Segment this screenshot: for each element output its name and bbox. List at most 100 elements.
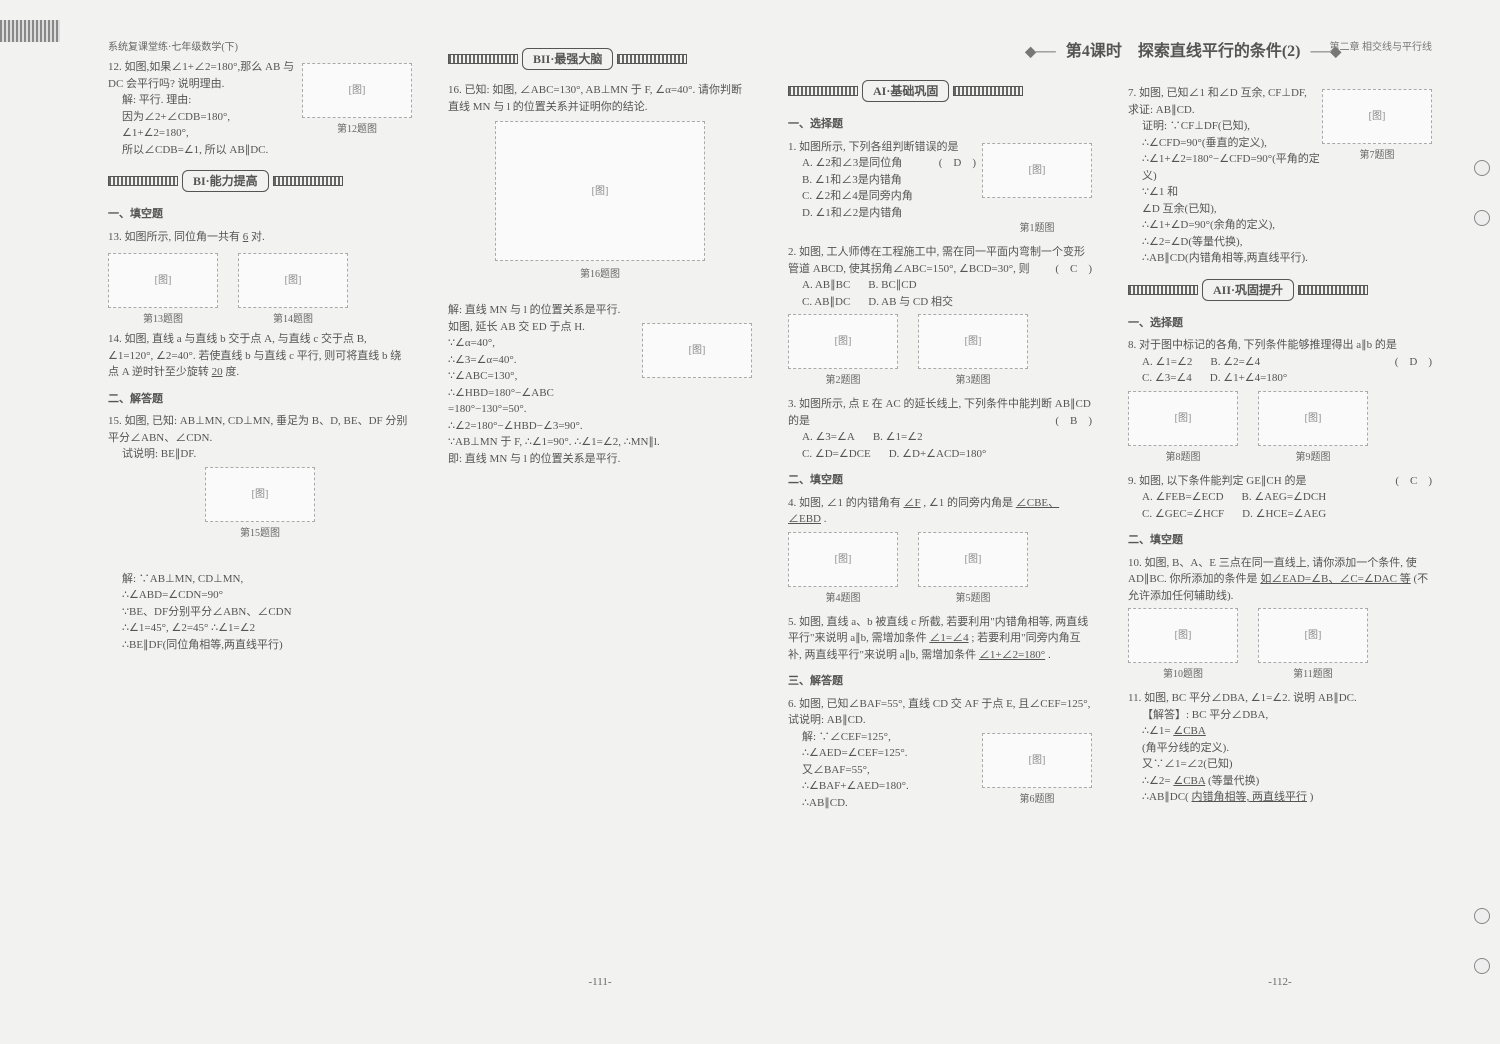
q8-opt-a: A. ∠1=∠2 xyxy=(1142,354,1192,371)
figure-caption: 第5题图 xyxy=(918,591,1028,606)
subheading-solve: 二、解答题 xyxy=(108,391,412,408)
left-page-col-2: BII·最强大脑 16. 已知: 如图, ∠ABC=130°, AB⊥MN 于 … xyxy=(440,40,760,990)
q8-opt-b: B. ∠2=∠4 xyxy=(1210,354,1260,371)
question-13: 13. 如图所示, 同位角一共有 6 对. xyxy=(108,229,412,246)
q9-paren: ( C ) xyxy=(1395,473,1432,490)
q5-blank1: ∠1=∠4 xyxy=(929,632,968,644)
question-14: 14. 如图, 直线 a 与直线 b 交于点 A, 与直线 c 交于点 B, ∠… xyxy=(108,331,412,381)
question-7: [图] 7. 如图, 已知∠1 和∠D 互余, CF⊥DF, 求证: AB∥CD… xyxy=(1128,85,1432,267)
hole-punch-mark xyxy=(1474,908,1490,924)
q3-paren: ( B ) xyxy=(1055,413,1092,430)
q10-blank: 如∠EAD=∠B、∠C=∠DAC 等 xyxy=(1260,573,1410,585)
figure-caption: 第12题图 xyxy=(302,122,412,137)
q11-blank1: ∠CBA xyxy=(1173,725,1205,737)
section-header-a1: AI·基础巩固 xyxy=(788,80,1092,102)
figure-caption: 第14题图 xyxy=(238,312,348,327)
subheading-choice: 一、选择题 xyxy=(788,116,1092,133)
q11-line6-pre: ∴AB∥DC( xyxy=(1142,791,1189,803)
header-ornament xyxy=(617,54,687,64)
q11-line3: (角平分线的定义). xyxy=(1128,740,1432,757)
header-ornament xyxy=(1128,285,1198,295)
figure-q1: [图] xyxy=(982,143,1092,198)
q8-stem: 8. 对于图中标记的各角, 下列条件能够推理得出 a∥b 的是 xyxy=(1128,339,1397,351)
section-header-b1: BI·能力提高 xyxy=(108,170,412,192)
q11-line4: 又∵∠1=∠2(已知) xyxy=(1128,756,1432,773)
subheading-choice: 一、选择题 xyxy=(1128,315,1432,332)
title-ornament-right: ──◆ xyxy=(1311,42,1342,63)
section-label-b2: BII·最强大脑 xyxy=(522,48,613,70)
question-10: 10. 如图, B、A、E 三点在同一直线上, 请你添加一个条件, 使 AD∥B… xyxy=(1128,555,1432,683)
figure-caption: 第15题图 xyxy=(108,526,412,541)
question-11: 11. 如图, BC 平分∠DBA, ∠1=∠2. 说明 AB∥DC. 【解答】… xyxy=(1128,690,1432,806)
q14-blank: 20 xyxy=(212,366,223,378)
header-ornament xyxy=(788,86,858,96)
q11-line1: 【解答】: BC 平分∠DBA, xyxy=(1128,707,1432,724)
question-12: [图] 12. 如图,如果∠1+∠2=180°,那么 AB 与 DC 会平行吗?… xyxy=(108,59,412,158)
q11-line5-post: (等量代换) xyxy=(1208,775,1259,787)
page-spread: 系统复课堂练·七年级数学(下) [图] 12. 如图,如果∠1+∠2=180°,… xyxy=(0,0,1500,1000)
q9-opt-a: A. ∠FEB=∠ECD xyxy=(1142,489,1224,506)
figure-caption: 第10题图 xyxy=(1128,667,1238,682)
q9-opt-b: B. ∠AEG=∠DCH xyxy=(1242,489,1327,506)
q1-opt-d: D. ∠1和∠2是内错角 xyxy=(788,205,1092,222)
figure-q8: [图] xyxy=(1128,391,1238,446)
lesson-title: ◆── 第4课时 探索直线平行的条件(2) ──◆ xyxy=(879,40,1487,64)
figure-q14: [图] xyxy=(238,253,348,308)
hole-punch-mark xyxy=(1474,958,1490,974)
q14-text: 14. 如图, 直线 a 与直线 b 交于点 A, 与直线 c 交于点 B, ∠… xyxy=(108,333,401,378)
figure-caption: 第16题图 xyxy=(448,267,752,282)
figure-q6: [图] xyxy=(982,733,1092,788)
q6-stem: 6. 如图, 已知∠BAF=55°, 直线 CD 交 AF 于点 E, 且∠CE… xyxy=(788,696,1092,729)
q3-opt-a: A. ∠3=∠A xyxy=(802,429,855,446)
figure-q13: [图] xyxy=(108,253,218,308)
lesson-title-text: 第4课时 探索直线平行的条件(2) xyxy=(1066,40,1301,64)
q15-answer: 解: ∵AB⊥MN, CD⊥MN, ∴∠ABD=∠CDN=90° ∵BE、DF分… xyxy=(108,571,412,654)
q4-tail: . xyxy=(824,513,827,525)
q11-blank3: 内错角相等, 两直线平行 xyxy=(1191,791,1307,803)
q2-opt-a: A. AB∥BC xyxy=(802,277,850,294)
q11-line5-pre: ∴∠2= xyxy=(1142,775,1171,787)
q8-paren: ( D ) xyxy=(1395,354,1432,371)
q2-stem: 2. 如图, 工人师傅在工程施工中, 需在同一平面内弯制一个变形管道 ABCD,… xyxy=(788,246,1085,275)
figure-caption: 第13题图 xyxy=(108,312,218,327)
header-ornament xyxy=(1298,285,1368,295)
q2-opt-c: C. AB∥DC xyxy=(802,294,850,311)
question-5: 5. 如图, 直线 a、b 被直线 c 所截, 若要利用"内错角相等, 两直线平… xyxy=(788,614,1092,664)
subheading-fill: 二、填空题 xyxy=(788,472,1092,489)
q9-opt-c: C. ∠GEC=∠HCF xyxy=(1142,506,1224,523)
section-label-a2: AII·巩固提升 xyxy=(1202,279,1294,301)
figure-q3: [图] xyxy=(918,314,1028,369)
q8-opt-d: D. ∠1+∠4=180° xyxy=(1210,370,1287,387)
q15-prove: 试说明: BE∥DF. xyxy=(108,446,412,463)
scan-edge-artifact xyxy=(0,20,60,42)
q4-blank1: ∠F xyxy=(904,497,921,509)
q12-text: 12. 如图,如果∠1+∠2=180°,那么 AB 与 DC 会平行吗? 说明理… xyxy=(108,61,294,90)
q11-line6-post: ) xyxy=(1310,791,1314,803)
q3-opt-c: C. ∠D=∠DCE xyxy=(802,446,871,463)
q5-tail: . xyxy=(1048,649,1051,661)
figure-caption: 第6题图 xyxy=(982,792,1092,807)
figure-q16: [图] xyxy=(495,121,705,261)
section-label-b1: BI·能力提高 xyxy=(182,170,269,192)
question-1: [图] 1. 如图所示, 下列各组判断错误的是 ( D ) A. ∠2和∠3是同… xyxy=(788,139,1092,237)
hole-punch-mark xyxy=(1474,210,1490,226)
section-header-a2: AII·巩固提升 xyxy=(1128,279,1432,301)
q11-blank2: ∠CBA xyxy=(1173,775,1205,787)
q9-opt-d: D. ∠HCE=∠AEG xyxy=(1242,506,1326,523)
question-4: 4. 如图, ∠1 的内错角有 ∠F , ∠1 的同旁内角是 ∠CBE、∠EBD… xyxy=(788,495,1092,606)
section-header-b2: BII·最强大脑 xyxy=(448,48,752,70)
figure-caption: 第1题图 xyxy=(982,221,1092,236)
question-8: 8. 对于图中标记的各角, 下列条件能够推理得出 a∥b 的是 ( D ) A.… xyxy=(1128,337,1432,465)
header-ornament xyxy=(108,176,178,186)
figure-caption: 第4题图 xyxy=(788,591,898,606)
figure-q16-aux: [图] xyxy=(642,323,752,378)
figure-caption: 第8题图 xyxy=(1128,450,1238,465)
q9-stem: 9. 如图, 以下条件能判定 GE∥CH 的是 xyxy=(1128,475,1306,487)
question-9: 9. 如图, 以下条件能判定 GE∥CH 的是 ( C ) A. ∠FEB=∠E… xyxy=(1128,473,1432,523)
question-2: 2. 如图, 工人师傅在工程施工中, 需在同一平面内弯制一个变形管道 ABCD,… xyxy=(788,244,1092,388)
q2-opt-d: D. AB 与 CD 相交 xyxy=(868,294,953,311)
q16-text: 16. 已知: 如图, ∠ABC=130°, AB⊥MN 于 F, ∠α=40°… xyxy=(448,82,752,115)
q14-tail: 度. xyxy=(225,366,239,378)
figure-q7: [图] xyxy=(1322,89,1432,144)
q5-blank2: ∠1+∠2=180° xyxy=(979,649,1045,661)
